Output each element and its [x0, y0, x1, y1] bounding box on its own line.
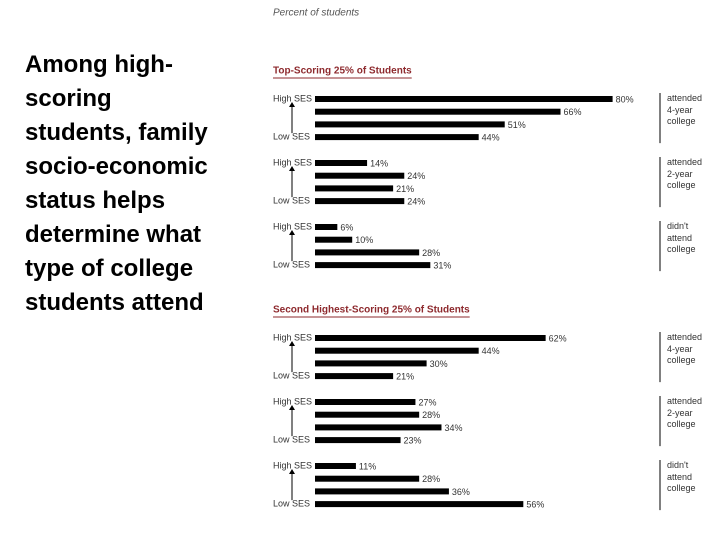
- value-label: 21%: [396, 184, 414, 194]
- bar: [315, 121, 505, 128]
- value-label: 27%: [418, 397, 436, 407]
- bar: [315, 224, 338, 230]
- bar: [315, 172, 405, 179]
- value-label: 28%: [422, 474, 440, 484]
- group-label: attended 2-year college: [667, 396, 703, 429]
- group-label: attended 4-year college: [667, 332, 703, 365]
- value-label: 11%: [359, 461, 376, 471]
- value-label: 23%: [404, 435, 422, 445]
- value-label: 30%: [430, 359, 448, 369]
- value-label: 14%: [370, 158, 388, 168]
- bar: [315, 134, 479, 141]
- value-label: 6%: [340, 222, 353, 232]
- group-label: attended 2-year college: [667, 157, 703, 190]
- bar: [315, 160, 368, 166]
- bar: [315, 347, 479, 354]
- value-label: 80%: [616, 94, 634, 104]
- bar: [315, 501, 524, 508]
- arrow-head: [289, 230, 295, 235]
- value-label: 24%: [407, 196, 425, 206]
- bar: [315, 488, 449, 495]
- row-label: Low SES: [273, 131, 310, 141]
- row-label: Low SES: [273, 370, 310, 380]
- row-label: High SES: [273, 221, 312, 231]
- row-label: High SES: [273, 396, 312, 406]
- bar: [315, 463, 356, 469]
- row-label: High SES: [273, 332, 312, 342]
- row-label: Low SES: [273, 434, 310, 444]
- row-label: Low SES: [273, 195, 310, 205]
- bar: [315, 335, 546, 341]
- group-label: didn't attend college: [667, 221, 696, 254]
- bar: [315, 249, 420, 256]
- value-label: 10%: [355, 235, 373, 245]
- slide-text: Among high-scoring students, family soci…: [25, 51, 208, 316]
- row-label: High SES: [273, 93, 312, 103]
- arrow-head: [289, 469, 295, 474]
- bar: [315, 262, 431, 269]
- value-label: 56%: [526, 499, 544, 509]
- bar: [315, 360, 427, 367]
- bar: [315, 236, 353, 243]
- arrow-head: [289, 341, 295, 346]
- bar: [315, 411, 420, 418]
- bar: [315, 475, 420, 482]
- bar: [315, 108, 561, 115]
- value-label: 24%: [407, 171, 425, 181]
- group-label: didn't attend college: [667, 460, 696, 493]
- bar: [315, 198, 405, 205]
- chart-header: Percent of students: [273, 8, 359, 19]
- row-label: High SES: [273, 460, 312, 470]
- bar: [315, 96, 613, 102]
- panel-title: Second Highest-Scoring 25% of Students: [273, 305, 470, 316]
- value-label: 36%: [452, 487, 470, 497]
- row-label: Low SES: [273, 259, 310, 269]
- bar: [315, 399, 416, 405]
- group-label: attended 4-year college: [667, 93, 703, 126]
- value-label: 62%: [549, 333, 567, 343]
- row-label: High SES: [273, 157, 312, 167]
- bar: [315, 373, 394, 380]
- bar: [315, 424, 442, 431]
- value-label: 28%: [422, 410, 440, 420]
- value-label: 34%: [444, 423, 462, 433]
- bar: [315, 437, 401, 444]
- value-label: 44%: [482, 132, 500, 142]
- value-label: 51%: [508, 120, 526, 130]
- value-label: 21%: [396, 371, 414, 381]
- arrow-head: [289, 102, 295, 107]
- value-label: 31%: [433, 260, 451, 270]
- arrow-head: [289, 166, 295, 171]
- value-label: 66%: [564, 107, 582, 117]
- row-label: Low SES: [273, 498, 310, 508]
- bar: [315, 185, 394, 192]
- value-label: 28%: [422, 248, 440, 258]
- value-label: 44%: [482, 346, 500, 356]
- panel-title: Top-Scoring 25% of Students: [273, 66, 412, 77]
- arrow-head: [289, 405, 295, 410]
